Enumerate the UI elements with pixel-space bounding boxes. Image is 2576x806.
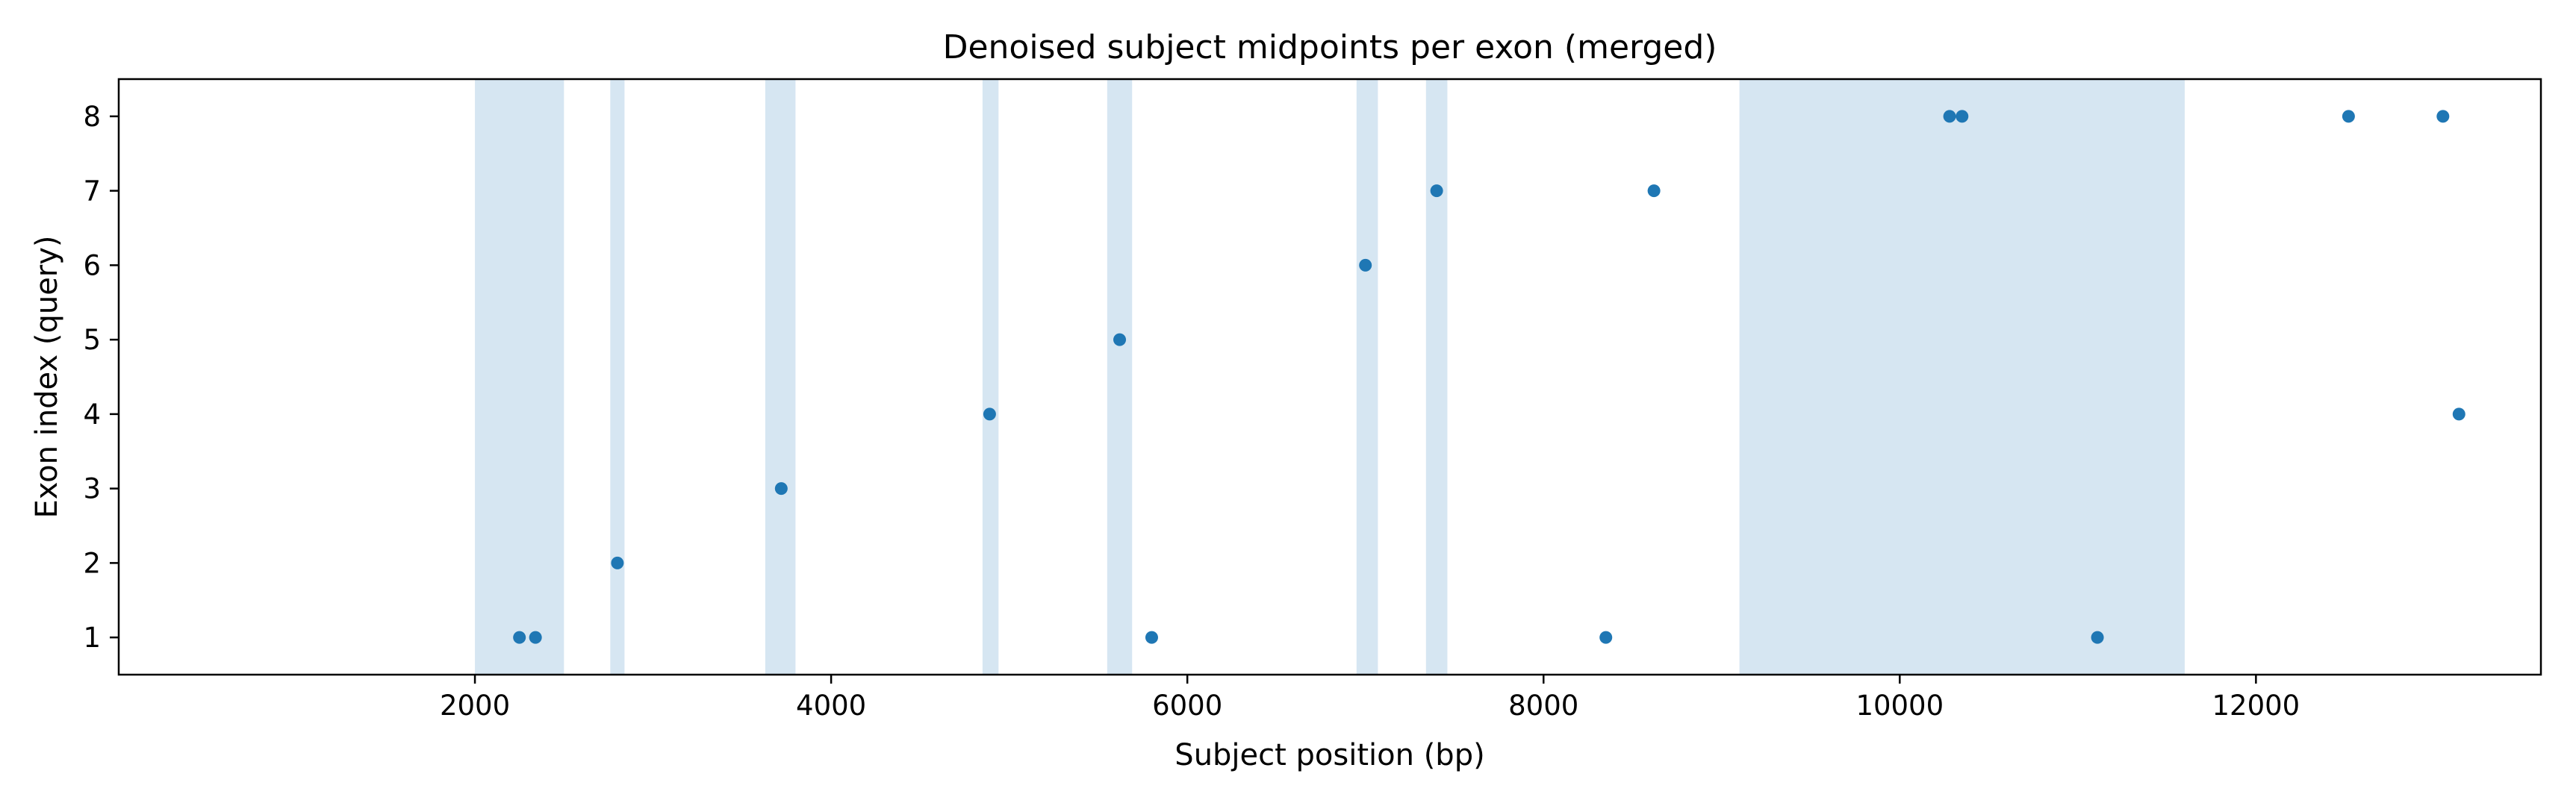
y-tick-label: 4: [83, 399, 101, 431]
highlight-bands: [475, 79, 2185, 675]
data-point: [513, 631, 526, 644]
y-axis-label: Exon index (query): [30, 235, 64, 518]
plot-area-frame: [117, 78, 2542, 676]
data-point: [611, 556, 624, 569]
data-point: [1430, 184, 1443, 198]
highlight-band: [1356, 79, 1378, 675]
highlight-band: [982, 79, 999, 675]
data-point: [1359, 258, 1372, 272]
x-axis-ticks: 2000 4000 6000 8000 10000 12000: [440, 675, 2300, 722]
data-points: [513, 110, 2465, 644]
data-point: [983, 407, 996, 421]
data-point: [1145, 631, 1158, 644]
data-point: [2436, 110, 2450, 123]
data-point: [1599, 631, 1613, 644]
x-tick-label: 12000: [2212, 690, 2300, 722]
data-point: [2452, 407, 2465, 421]
x-tick-label: 4000: [796, 690, 866, 722]
x-tick-label: 6000: [1152, 690, 1222, 722]
y-axis-ticks: 1 2 3 4 5 6 7 8: [83, 101, 119, 654]
y-tick-label: 3: [83, 473, 101, 505]
y-tick-label: 6: [83, 249, 101, 281]
highlight-band: [1425, 79, 1448, 675]
y-tick-label: 1: [83, 622, 101, 654]
y-tick-label: 2: [83, 547, 101, 579]
data-point: [1113, 333, 1127, 346]
x-tick-label: 8000: [1508, 690, 1578, 722]
x-axis-label: Subject position (bp): [1175, 738, 1484, 772]
x-tick-label: 2000: [440, 690, 510, 722]
chart-title: Denoised subject midpoints per exon (mer…: [943, 28, 1717, 66]
y-tick-label: 5: [83, 324, 101, 356]
data-point: [774, 482, 788, 496]
highlight-band: [1107, 79, 1133, 675]
data-point: [529, 631, 542, 644]
highlight-band: [610, 79, 625, 675]
y-tick-label: 7: [83, 175, 101, 207]
y-tick-label: 8: [83, 101, 101, 133]
data-point: [2342, 110, 2355, 123]
data-point: [1956, 110, 1969, 123]
data-point: [1647, 184, 1661, 198]
highlight-band: [1739, 79, 2185, 675]
highlight-band: [475, 79, 564, 675]
data-point: [2091, 631, 2104, 644]
highlight-band: [765, 79, 796, 675]
x-tick-label: 10000: [1855, 690, 1944, 722]
data-point: [1943, 110, 1956, 123]
